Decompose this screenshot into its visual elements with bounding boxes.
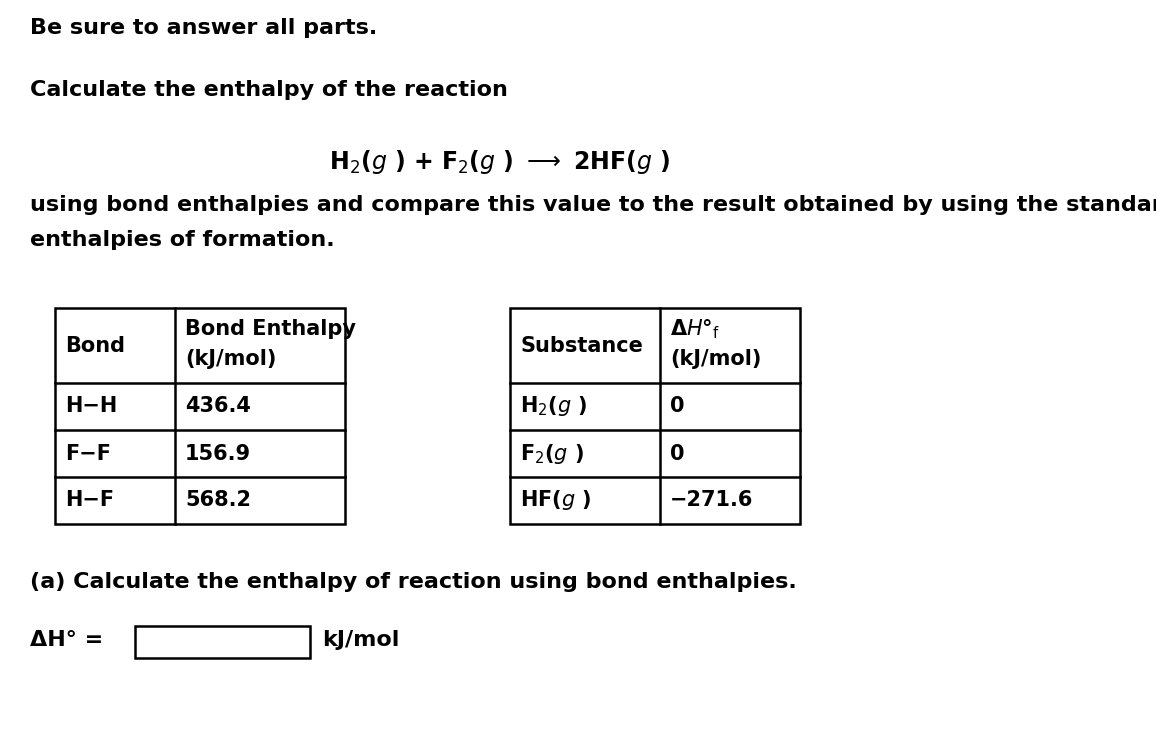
Bar (510, 308, 800, 524)
Text: Bond Enthalpy: Bond Enthalpy (185, 319, 356, 339)
Text: 0: 0 (670, 444, 684, 463)
Text: Calculate the enthalpy of the reaction: Calculate the enthalpy of the reaction (30, 80, 507, 100)
Bar (135, 626, 310, 658)
Text: HF($g$ ): HF($g$ ) (520, 489, 592, 513)
Text: F$_2$($g$ ): F$_2$($g$ ) (520, 442, 584, 466)
Text: Substance: Substance (520, 336, 643, 356)
Text: H$_2$($g$ ) + F$_2$($g$ ) $\longrightarrow$ 2HF($g$ ): H$_2$($g$ ) + F$_2$($g$ ) $\longrightarr… (329, 148, 670, 176)
Text: 0: 0 (670, 397, 684, 416)
Text: kJ/mol: kJ/mol (323, 630, 399, 650)
Text: H$_2$($g$ ): H$_2$($g$ ) (520, 395, 587, 419)
Text: −271.6: −271.6 (670, 491, 754, 510)
Text: using bond enthalpies and compare this value to the result obtained by using the: using bond enthalpies and compare this v… (30, 195, 1156, 215)
Bar (55, 308, 344, 524)
Text: ΔH° =: ΔH° = (30, 630, 103, 650)
Text: (a) Calculate the enthalpy of reaction using bond enthalpies.: (a) Calculate the enthalpy of reaction u… (30, 572, 796, 592)
Text: 568.2: 568.2 (185, 491, 251, 510)
Text: $\mathbf{\Delta}$$\mathit{H}$°$_\mathrm{f}$: $\mathbf{\Delta}$$\mathit{H}$°$_\mathrm{… (670, 317, 720, 341)
Text: F−F: F−F (65, 444, 111, 463)
Text: Bond: Bond (65, 336, 125, 356)
Text: (kJ/mol): (kJ/mol) (670, 349, 762, 369)
Text: enthalpies of formation.: enthalpies of formation. (30, 230, 334, 250)
Text: Be sure to answer all parts.: Be sure to answer all parts. (30, 18, 377, 38)
Text: 436.4: 436.4 (185, 397, 251, 416)
Text: H−H: H−H (65, 397, 117, 416)
Text: (kJ/mol): (kJ/mol) (185, 349, 276, 369)
Text: H−F: H−F (65, 491, 114, 510)
Text: 156.9: 156.9 (185, 444, 251, 463)
